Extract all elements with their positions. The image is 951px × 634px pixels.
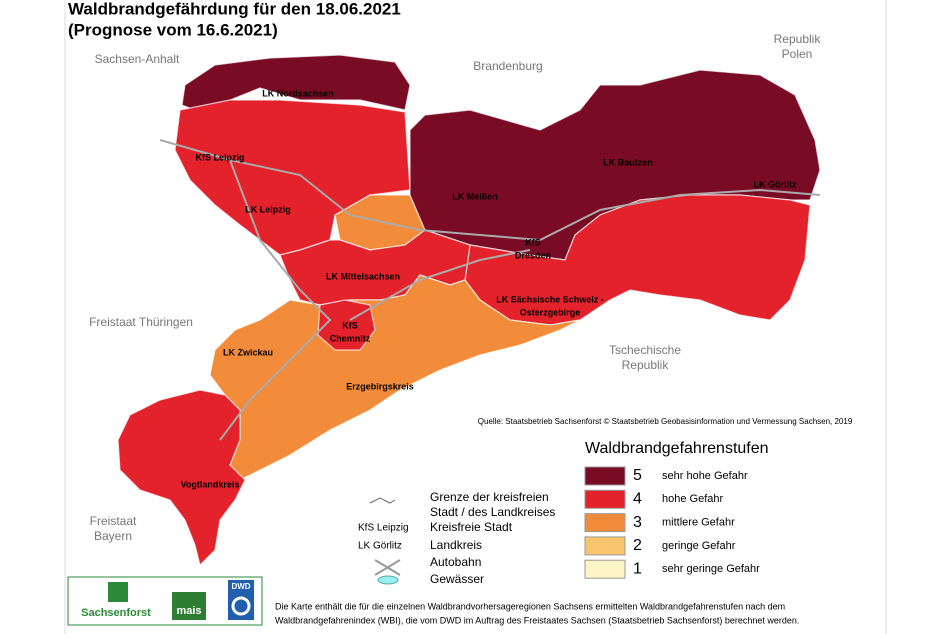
neighbor-label: Polen <box>782 47 813 61</box>
neighbor-label: Freistaat Thüringen <box>89 315 193 329</box>
title: Waldbrandgefährdung für den 18.06.2021 <box>68 0 401 18</box>
region-label: KfS <box>525 237 541 247</box>
neighbor-label: Bayern <box>94 529 132 543</box>
key: Grenze der kreisfreien Stadt / des Landk… <box>358 490 555 586</box>
key-border: Grenze der kreisfreien <box>430 490 549 504</box>
neighbor-label: Sachsen-Anhalt <box>95 52 180 66</box>
legend-label: mittlere Gefahr <box>662 517 735 529</box>
region-label: Vogtlandkreis <box>181 479 240 489</box>
key-water: Gewässer <box>430 572 484 586</box>
legend-swatch <box>584 489 626 509</box>
region-area <box>317 299 376 351</box>
legend-level: 3 <box>633 514 642 531</box>
legend-swatch <box>584 466 626 486</box>
border-icon <box>369 497 396 504</box>
region-label: LK Nordsachsen <box>262 88 334 98</box>
region-label: Dresden <box>515 250 551 260</box>
region-area <box>117 389 246 567</box>
sachsenforst-icon <box>108 582 128 602</box>
motorways <box>159 139 821 441</box>
legend-swatch <box>584 536 626 556</box>
region-label: LK Mittelsachsen <box>326 271 400 281</box>
region-label: Osterzgebirge <box>520 307 581 317</box>
key-city-sample: KfS Leipzig <box>358 523 409 534</box>
region-label: LK Bautzen <box>603 157 653 167</box>
legend-swatch <box>584 513 626 533</box>
motorway <box>159 139 821 242</box>
subtitle: (Prognose vom 16.6.2021) <box>68 20 278 39</box>
region-label: LK Görlitz <box>754 179 797 189</box>
key-border: Stadt / des Landkreises <box>430 505 555 519</box>
region-label: KfS Leipzig <box>196 152 245 162</box>
neighbor-label: Republik <box>622 358 670 372</box>
logo-text: Sachsenforst <box>81 607 151 619</box>
neighbor-label: Freistaat <box>90 514 137 528</box>
key-district: Landkreis <box>430 538 482 552</box>
legend-level: 5 <box>633 467 642 484</box>
key-city: Kreisfreie Stadt <box>430 520 513 534</box>
region-label: LK Leipzig <box>245 204 291 214</box>
motorway-icon <box>374 559 401 576</box>
region-label: Chemnitz <box>330 333 371 343</box>
legend-label: sehr hohe Gefahr <box>662 470 748 482</box>
legend-label: geringe Gefahr <box>662 540 736 552</box>
legend-label: hohe Gefahr <box>662 493 723 505</box>
neighbor-label: Republik <box>774 32 822 46</box>
mais-icon <box>172 592 206 620</box>
state-map <box>117 54 821 567</box>
legend-level: 2 <box>633 537 642 554</box>
legend-swatch <box>584 559 626 579</box>
neighbor-label: Tschechische <box>609 343 681 357</box>
motorway <box>219 159 332 441</box>
legend-title: Waldbrandgefahrenstufen <box>585 440 769 457</box>
region-label: LK Meißen <box>452 191 498 201</box>
legend-level: 4 <box>633 491 642 508</box>
footnote: Die Karte enthält die für die einzelnen … <box>275 601 785 611</box>
legend-label: sehr geringe Gefahr <box>662 563 760 575</box>
footnote: Waldbrandgefahrenindex (WBI), die vom DW… <box>275 615 799 625</box>
source: Quelle: Staatsbetrieb Sachsenforst © Sta… <box>478 417 853 426</box>
key-district-sample: LK Görlitz <box>358 541 402 552</box>
region-label: LK Sächsische Schweiz - <box>496 294 604 304</box>
logo-text: mais <box>176 605 201 617</box>
region-label: LK Zwickau <box>223 347 273 357</box>
neighbor-label: Brandenburg <box>473 59 542 73</box>
logos: Sachsenforst mais DWD <box>67 576 263 626</box>
region-label: Erzgebirgskreis <box>346 381 414 391</box>
region-label: KfS <box>342 320 358 330</box>
motorway <box>349 249 531 321</box>
legend: 5 sehr hohe Gefahr 4 hohe Gefahr 3 mittlere G… <box>584 466 760 579</box>
key-motorway: Autobahn <box>430 555 481 569</box>
dwd-swirl <box>231 596 251 616</box>
water-icon <box>377 575 399 585</box>
legend-level: 1 <box>633 560 642 577</box>
logo-text: DWD <box>231 582 250 591</box>
